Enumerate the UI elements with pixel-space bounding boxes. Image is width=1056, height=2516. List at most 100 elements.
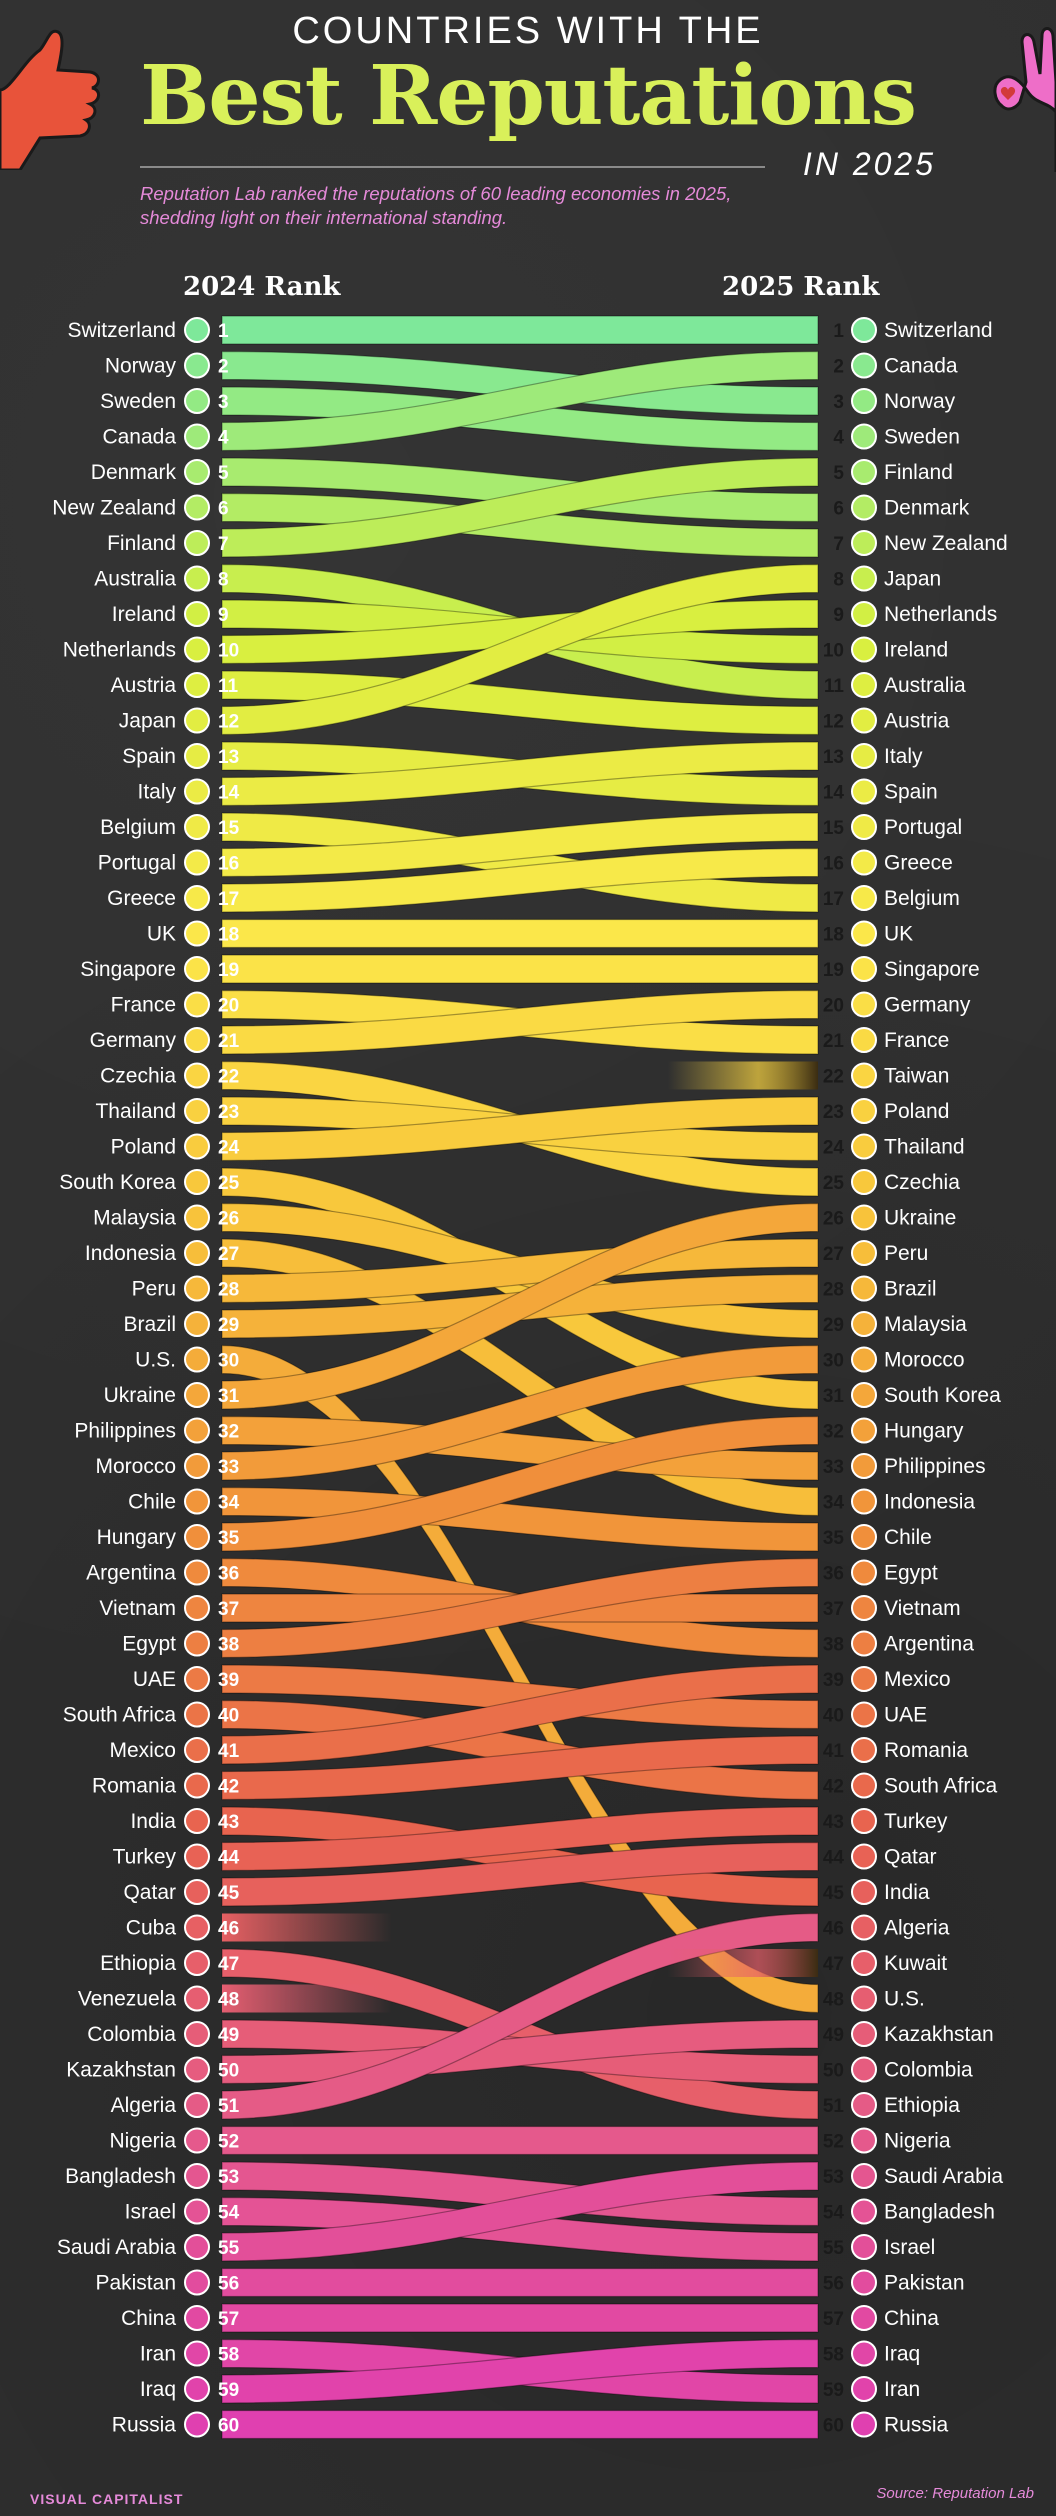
rank-label-2025: 17	[823, 889, 844, 910]
ribbon-singapore	[221, 954, 819, 984]
flag-icon-france	[851, 1027, 877, 1053]
country-label-2025: Spain	[884, 781, 938, 804]
rank-label-2025: 56	[823, 2274, 844, 2295]
flag-icon-denmark	[851, 494, 877, 521]
country-label-2024: India	[130, 1810, 176, 1833]
flag-icon-chile	[184, 1488, 210, 1515]
country-label-2024: Brazil	[123, 1313, 176, 1336]
flag-icon-japan	[184, 707, 210, 734]
flag-icon-portugal	[851, 814, 877, 840]
flag-icon-peru	[851, 1240, 877, 1266]
rank-label-2024: 13	[218, 747, 239, 768]
country-label-2025: U.S.	[884, 1988, 925, 2011]
flag-icon-norway	[851, 388, 877, 414]
country-label-2024: Romania	[92, 1775, 176, 1798]
rank-label-2025: 39	[823, 1670, 844, 1691]
country-label-2024: Iran	[140, 2343, 176, 2366]
rank-label-2025: 28	[823, 1280, 844, 1301]
flag-icon-qatar	[851, 1843, 877, 1870]
rank-label-2025: 10	[823, 641, 844, 662]
rank-label-2024: 6	[218, 499, 229, 520]
rank-label-2024: 40	[218, 1706, 239, 1727]
country-label-2024: Nigeria	[109, 2130, 176, 2153]
flag-icon-czechia	[851, 1169, 877, 1195]
flag-icon-pakistan	[851, 2269, 877, 2296]
flag-icon-bangladesh	[184, 2163, 210, 2189]
ok-hand-icon	[993, 27, 1056, 172]
rank-label-2025: 57	[823, 2309, 844, 2330]
country-label-2024: South Africa	[63, 1704, 177, 1727]
country-label-2024: Morocco	[95, 1455, 176, 1478]
rank-label-2024: 55	[218, 2238, 240, 2259]
flag-icon-indonesia	[184, 1240, 210, 1266]
country-label-2024: Vietnam	[99, 1597, 176, 1620]
flag-icon-china	[851, 2305, 877, 2331]
rank-label-2024: 2	[218, 357, 229, 378]
flag-icon-hungary	[851, 1417, 877, 1444]
flag-icon-iran	[184, 2340, 210, 2367]
flag-icon-iraq	[184, 2376, 210, 2402]
rank-label-2024: 37	[218, 1599, 239, 1620]
country-label-2024: U.S.	[135, 1349, 176, 1372]
country-label-2024: Saudi Arabia	[57, 2236, 176, 2259]
flag-icon-finland	[851, 459, 877, 485]
rank-label-2025: 50	[823, 2061, 844, 2082]
country-label-2025: Chile	[884, 1526, 932, 1549]
flag-icon-south-korea	[184, 1169, 210, 1195]
rank-label-2025: 27	[823, 1244, 844, 1265]
rank-label-2025: 54	[823, 2203, 845, 2224]
flag-icon-israel	[184, 2198, 210, 2225]
rank-label-2024: 3	[218, 392, 229, 413]
flag-icon-uae	[851, 1701, 877, 1728]
country-label-2024: Hungary	[97, 1526, 177, 1549]
flag-icon-spain	[851, 778, 877, 805]
flag-icon-australia	[851, 672, 877, 698]
country-label-2024: Philippines	[74, 1420, 176, 1443]
country-label-2024: Ukraine	[104, 1384, 176, 1407]
flag-icon-mexico	[184, 1737, 210, 1763]
flag-icon-greece	[184, 885, 210, 911]
country-label-2025: Iran	[884, 2378, 920, 2401]
country-label-2025: Peru	[884, 1242, 928, 1265]
rank-label-2025: 44	[823, 1848, 845, 1869]
country-label-2025: Algeria	[884, 1917, 950, 1940]
rank-label-2025: 35	[823, 1528, 845, 1549]
country-label-2025: Qatar	[884, 1846, 937, 1869]
rank-label-2025: 25	[823, 1173, 845, 1194]
country-label-2024: Portugal	[98, 852, 176, 875]
rank-label-2024: 31	[218, 1386, 240, 1407]
country-label-2025: Italy	[884, 745, 923, 768]
rank-label-2025: 48	[823, 1990, 844, 2011]
title-year: IN 2025	[802, 146, 936, 182]
flag-icon-ukraine	[851, 1204, 877, 1231]
rank-label-2025: 49	[823, 2025, 844, 2046]
flag-icon-netherlands	[851, 601, 877, 627]
flag-icon-qatar	[184, 1879, 210, 1905]
country-label-2025: Kuwait	[884, 1952, 947, 1975]
ribbon-pakistan	[221, 2267, 819, 2298]
flag-icon-india	[184, 1808, 210, 1834]
flag-icon-china	[184, 2305, 210, 2331]
ribbon-bangladesh	[221, 2161, 819, 2227]
rank-label-2025: 47	[823, 1954, 844, 1975]
flag-icon-algeria	[851, 1914, 877, 1941]
rank-label-2024: 52	[218, 2132, 239, 2153]
left-column-header: 2024 Rank	[183, 272, 341, 302]
title-divider	[140, 166, 765, 168]
rank-label-2025: 3	[833, 392, 844, 413]
country-label-2025: Brazil	[884, 1278, 937, 1301]
rank-label-2024: 56	[218, 2274, 239, 2295]
country-label-2024: Australia	[94, 568, 176, 591]
rank-label-2025: 55	[823, 2238, 845, 2259]
country-label-2025: UK	[884, 923, 913, 946]
flag-icon-poland	[851, 1098, 877, 1124]
country-label-2025: India	[884, 1881, 930, 1904]
flag-icon-switzerland	[851, 317, 877, 343]
flag-icon-chile	[851, 1524, 877, 1550]
rank-label-2024: 44	[218, 1848, 240, 1869]
rank-label-2025: 33	[823, 1457, 844, 1478]
flag-icon-canada	[851, 352, 877, 379]
flag-icon-germany	[184, 1027, 210, 1053]
rank-label-2024: 42	[218, 1777, 239, 1798]
flag-icon-brazil	[851, 1275, 877, 1302]
